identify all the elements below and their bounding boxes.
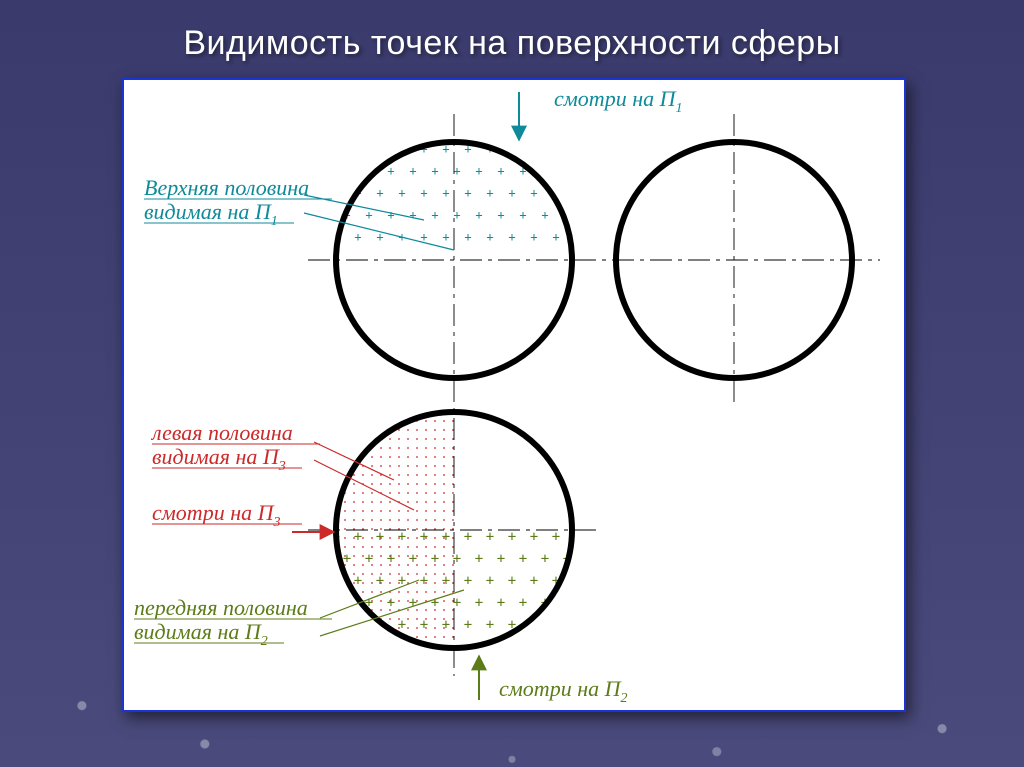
svg-text:+: + (475, 551, 483, 567)
svg-text:+: + (475, 164, 482, 178)
svg-text:+: + (497, 551, 505, 567)
svg-text:+: + (376, 186, 383, 200)
svg-text:Верхняя половинавидимая на П1: Верхняя половинавидимая на П1 (144, 175, 309, 229)
svg-text:+: + (420, 529, 428, 545)
svg-text:+: + (376, 573, 384, 589)
svg-text:+: + (519, 208, 526, 222)
slide-title: Видимость точек на поверхности сферы (0, 24, 1024, 63)
svg-text:передняя половинавидимая на П2: передняя половинавидимая на П2 (134, 595, 308, 649)
svg-text:+: + (541, 208, 548, 222)
svg-text:+: + (332, 142, 339, 156)
svg-text:+: + (519, 551, 527, 567)
svg-text:+: + (409, 551, 417, 567)
svg-text:+: + (464, 573, 472, 589)
svg-text:+: + (354, 573, 362, 589)
svg-text:+: + (508, 529, 516, 545)
svg-text:+: + (464, 186, 471, 200)
svg-text:+: + (387, 208, 394, 222)
svg-text:+: + (530, 230, 537, 244)
svg-text:+: + (332, 186, 339, 200)
figure-panel: ++++++++++++++++++++++++++++++++++++++++… (122, 78, 906, 712)
svg-text:+: + (409, 208, 416, 222)
svg-text:+: + (376, 142, 383, 156)
svg-text:+: + (497, 595, 505, 611)
svg-text:+: + (552, 529, 560, 545)
diagram-svg: ++++++++++++++++++++++++++++++++++++++++… (124, 80, 904, 710)
svg-text:+: + (431, 164, 438, 178)
svg-text:+: + (563, 595, 571, 611)
svg-text:+: + (409, 164, 416, 178)
svg-text:+: + (497, 164, 504, 178)
svg-text:+: + (409, 595, 417, 611)
svg-text:+: + (343, 164, 350, 178)
svg-text:+: + (431, 595, 439, 611)
svg-text:+: + (508, 230, 515, 244)
svg-text:+: + (420, 186, 427, 200)
svg-text:смотри на П1: смотри на П1 (554, 86, 683, 116)
svg-text:+: + (530, 573, 538, 589)
svg-text:+: + (541, 551, 549, 567)
svg-text:+: + (442, 186, 449, 200)
svg-text:+: + (387, 551, 395, 567)
svg-text:смотри на П2: смотри на П2 (499, 676, 628, 706)
svg-text:+: + (530, 186, 537, 200)
svg-text:+: + (365, 208, 372, 222)
svg-text:+: + (486, 529, 494, 545)
svg-text:+: + (354, 529, 362, 545)
svg-text:+: + (508, 573, 516, 589)
svg-text:+: + (486, 230, 493, 244)
svg-text:+: + (387, 164, 394, 178)
svg-text:+: + (365, 551, 373, 567)
svg-text:+: + (376, 529, 384, 545)
svg-text:+: + (475, 595, 483, 611)
svg-text:+: + (508, 186, 515, 200)
svg-text:+: + (464, 529, 472, 545)
svg-text:+: + (552, 142, 559, 156)
svg-text:+: + (552, 230, 559, 244)
svg-text:+: + (541, 164, 548, 178)
svg-text:+: + (486, 573, 494, 589)
svg-text:+: + (464, 230, 471, 244)
svg-text:+: + (453, 164, 460, 178)
svg-text:+: + (453, 208, 460, 222)
svg-text:+: + (442, 617, 450, 633)
svg-text:левая половинавидимая на П3: левая половинавидимая на П3 (150, 420, 293, 474)
svg-text:+: + (420, 617, 428, 633)
svg-text:+: + (420, 573, 428, 589)
svg-text:+: + (398, 617, 406, 633)
svg-text:+: + (486, 186, 493, 200)
svg-text:+: + (431, 208, 438, 222)
svg-text:смотри на П3: смотри на П3 (152, 500, 281, 530)
svg-text:+: + (563, 164, 570, 178)
svg-text:+: + (464, 617, 472, 633)
svg-text:+: + (398, 529, 406, 545)
svg-text:+: + (387, 595, 395, 611)
svg-text:+: + (530, 142, 537, 156)
svg-text:+: + (497, 208, 504, 222)
svg-text:+: + (530, 529, 538, 545)
svg-text:+: + (398, 186, 405, 200)
svg-text:+: + (332, 573, 340, 589)
svg-text:+: + (354, 142, 361, 156)
svg-text:+: + (486, 617, 494, 633)
svg-text:+: + (442, 529, 450, 545)
svg-text:+: + (519, 595, 527, 611)
svg-text:+: + (475, 208, 482, 222)
svg-text:+: + (354, 230, 361, 244)
svg-text:+: + (552, 617, 560, 633)
svg-text:+: + (431, 551, 439, 567)
svg-text:+: + (442, 230, 449, 244)
svg-text:+: + (442, 573, 450, 589)
